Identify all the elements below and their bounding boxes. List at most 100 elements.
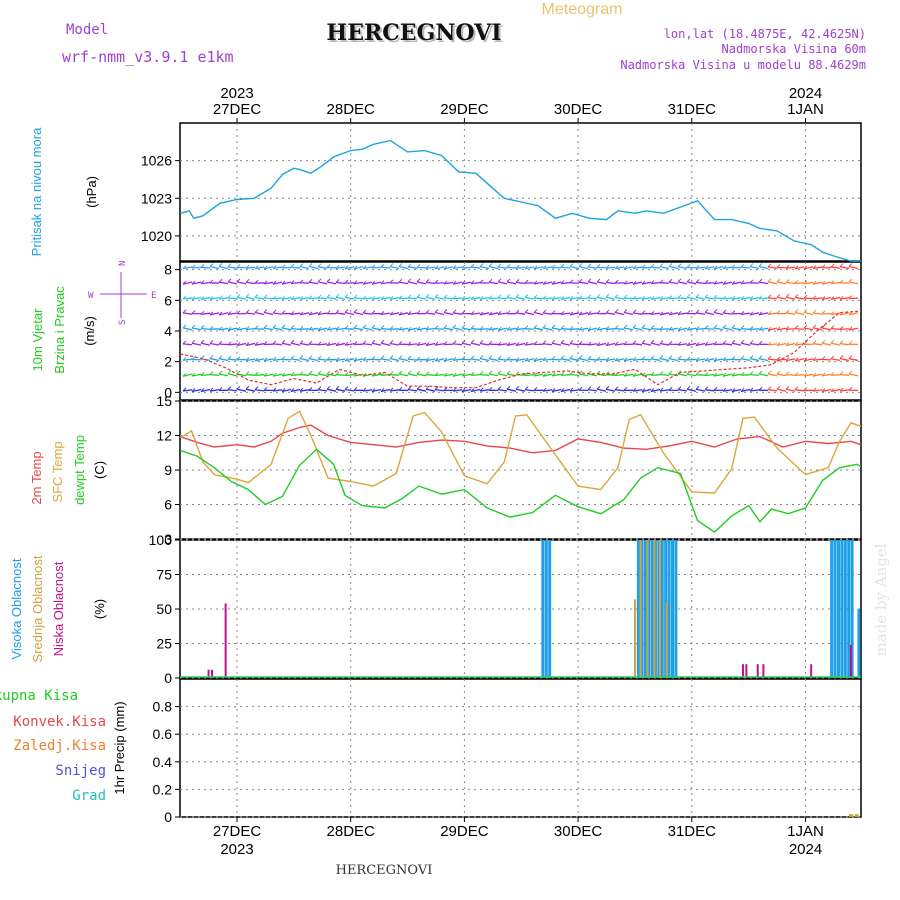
- wind-barb: [542, 389, 553, 392]
- wind-barb: [569, 357, 580, 362]
- wind-barb: [794, 266, 805, 270]
- wind-barb: [695, 388, 706, 392]
- wind-barb: [191, 327, 202, 331]
- wind-barb: [758, 357, 769, 362]
- wind-barb-tick: [362, 356, 367, 361]
- wind-barb: [623, 266, 634, 270]
- wind-barb-tick: [803, 324, 808, 329]
- wind-barb: [416, 296, 427, 300]
- wind-barb: [425, 358, 436, 362]
- wind-barb: [362, 358, 373, 361]
- wind-barb-tick: [389, 325, 394, 330]
- wind-barb: [461, 327, 472, 331]
- wind-barb-tick: [479, 355, 484, 359]
- wind-barb: [677, 327, 688, 331]
- wind-barb-tick: [398, 370, 403, 375]
- wind-barb-tick: [623, 341, 628, 345]
- wind-barb: [776, 342, 787, 347]
- wind-barb-tick: [506, 326, 511, 331]
- precip-bar: [848, 814, 853, 817]
- wind-barb-tick: [389, 387, 394, 392]
- wind-barb-tick: [605, 264, 610, 269]
- wind-barb-tick: [695, 264, 700, 269]
- wind-barb-tick: [281, 310, 286, 314]
- wind-barb: [686, 327, 697, 331]
- wind-barb: [749, 342, 760, 346]
- wind-barb: [524, 358, 535, 362]
- wind-barb-tick: [641, 339, 646, 344]
- wind-barb-tick: [713, 265, 718, 270]
- bottom-day-label: 30DEC: [554, 823, 603, 840]
- wind-barb: [515, 312, 526, 315]
- cloud-bar: [857, 609, 861, 678]
- compass-north: N: [118, 261, 128, 266]
- wind-barb: [542, 343, 553, 346]
- wind-barb: [245, 296, 256, 300]
- wind-barb: [785, 266, 796, 269]
- wind-barb: [479, 265, 490, 270]
- wind-barb-tick: [848, 340, 853, 345]
- model-name: wrf-nmm_v3.9.1 e1km: [62, 48, 234, 66]
- wind-barb: [785, 342, 796, 347]
- wind-barb-tick: [542, 309, 547, 314]
- wind-barb-tick: [227, 311, 232, 315]
- wind-barb-tick: [542, 356, 547, 361]
- wind-barb: [794, 311, 805, 316]
- wind-barb-tick: [344, 309, 349, 313]
- wind-barb-tick: [488, 340, 493, 345]
- wind-barb: [389, 265, 400, 270]
- wind-barb-tick: [704, 294, 709, 298]
- wind-barb-tick: [578, 326, 583, 331]
- wind-barb-tick: [551, 310, 556, 315]
- wind-barb-tick: [263, 386, 268, 391]
- wind-barb: [380, 266, 391, 269]
- wind-barb-tick: [452, 295, 457, 300]
- cloud-bar: [639, 540, 642, 678]
- series-line: [180, 139, 861, 262]
- wind-barb: [407, 358, 418, 361]
- wind-barb-tick: [848, 326, 853, 331]
- wind-barb-tick: [533, 341, 538, 345]
- wind-barb-tick: [200, 371, 205, 376]
- wind-barb-tick: [245, 342, 250, 346]
- temp-unit: (C): [92, 461, 107, 479]
- cloud-bar: [745, 664, 748, 678]
- wind-barb: [740, 266, 751, 269]
- wind-barb-tick: [470, 296, 475, 300]
- wind-barb: [227, 297, 238, 300]
- wind-barb: [623, 311, 634, 316]
- wind-barb-tick: [812, 340, 817, 345]
- wind-barb-tick: [668, 355, 673, 359]
- wind-barb-tick: [650, 388, 655, 392]
- top-day-label: 31DEC: [668, 101, 717, 118]
- wind-barb-tick: [794, 294, 799, 298]
- wind-barb-tick: [191, 264, 196, 269]
- wind-barb: [182, 327, 193, 331]
- wind-barb-tick: [380, 310, 385, 315]
- wind-barb-tick: [272, 280, 277, 285]
- pressure-unit: (hPa): [84, 176, 99, 208]
- wind-barb: [488, 265, 499, 270]
- wind-barb-tick: [236, 385, 241, 390]
- cloud-title-mid: Srednja Oblacnost: [30, 555, 45, 662]
- temp-title-sfc: SFC Temp: [50, 441, 65, 502]
- wind-barb-tick: [623, 372, 628, 377]
- wind-barb-tick: [515, 385, 520, 390]
- wind-barb: [479, 342, 490, 346]
- wind-barb-tick: [371, 388, 376, 392]
- wind-barb: [182, 373, 193, 377]
- cloud-bar: [660, 540, 664, 678]
- wind-barb-tick: [776, 278, 781, 283]
- wind-barb: [704, 296, 715, 300]
- wind-barb: [605, 328, 616, 331]
- wind-barb-tick: [200, 310, 205, 315]
- wind-barb: [380, 312, 391, 315]
- wind-barb-tick: [470, 311, 475, 315]
- wind-barb-tick: [731, 388, 736, 392]
- wind-barb-tick: [353, 309, 358, 313]
- wind-barb-tick: [209, 279, 214, 284]
- wind-barb-tick: [560, 280, 565, 284]
- wind-barb-tick: [416, 356, 421, 361]
- wind-barb-tick: [686, 278, 691, 283]
